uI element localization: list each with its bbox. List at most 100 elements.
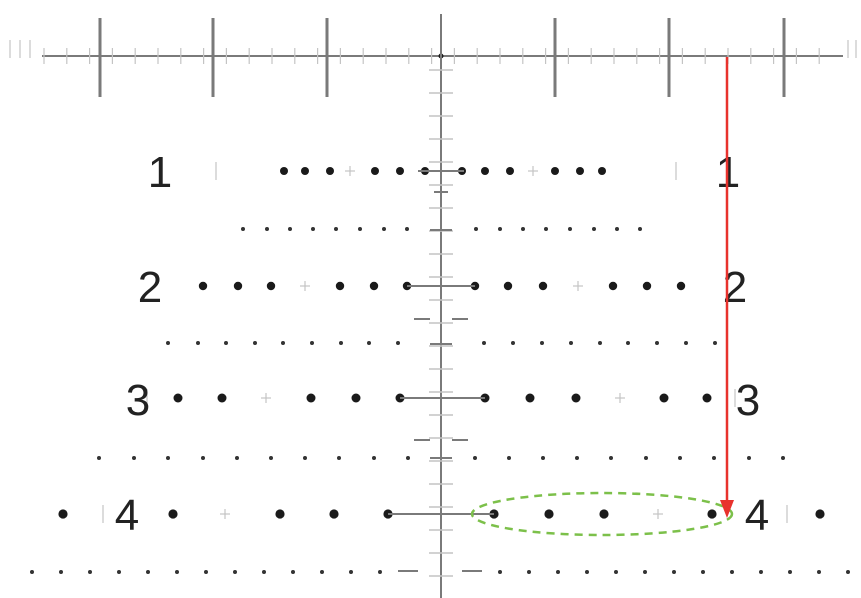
row-1-dot <box>280 167 288 175</box>
row-2-dot <box>608 281 618 291</box>
small-dot <box>97 456 101 460</box>
small-dot <box>507 456 511 460</box>
small-dot <box>540 341 544 345</box>
row-2-dot <box>335 281 345 291</box>
small-dot <box>781 456 785 460</box>
small-dot <box>592 227 596 231</box>
highlight-ellipse <box>470 491 734 537</box>
small-dot <box>358 227 362 231</box>
row-2-left-label: 2 <box>138 263 162 312</box>
small-dot <box>253 341 257 345</box>
row-2-dot <box>266 281 276 291</box>
small-dot <box>303 456 307 460</box>
small-dot <box>320 570 324 574</box>
row-1-dot <box>326 167 334 175</box>
row-4-dot <box>168 509 178 519</box>
small-dot <box>166 456 170 460</box>
small-dot <box>88 570 92 574</box>
small-dot <box>372 456 376 460</box>
row-4-dot <box>707 509 717 519</box>
small-dot <box>132 456 136 460</box>
drop-arrow-head <box>720 500 734 518</box>
small-dot <box>713 341 717 345</box>
small-dot <box>638 227 642 231</box>
small-dot <box>684 341 688 345</box>
row-3-dot <box>306 393 316 403</box>
small-dot <box>474 227 478 231</box>
small-dot <box>405 227 409 231</box>
small-dot <box>382 227 386 231</box>
small-dot <box>337 456 341 460</box>
row-4-dot <box>815 509 825 519</box>
row-3-dot <box>571 393 581 403</box>
row-3-dot <box>702 393 712 403</box>
small-dot <box>568 227 572 231</box>
small-dot <box>614 570 618 574</box>
small-dot <box>291 570 295 574</box>
small-dot <box>609 456 613 460</box>
row-4-left-label: 4 <box>115 491 139 540</box>
row-2-dot <box>642 281 652 291</box>
small-dot <box>201 456 205 460</box>
small-dot <box>569 341 573 345</box>
row-4-right-label: 4 <box>745 491 769 540</box>
small-dot <box>575 456 579 460</box>
small-dot <box>498 227 502 231</box>
small-dot <box>396 341 400 345</box>
row-1-dot <box>598 167 606 175</box>
small-dot <box>334 227 338 231</box>
row-4-dot <box>599 509 609 519</box>
row-2-dot <box>233 281 243 291</box>
small-dot <box>598 341 602 345</box>
small-dot <box>846 570 850 574</box>
row-3-left-label: 3 <box>126 376 150 425</box>
vertical-post-ticks <box>398 69 482 577</box>
row-1-dot <box>551 167 559 175</box>
small-dot <box>269 456 273 460</box>
small-dot <box>655 341 659 345</box>
small-dot <box>406 456 410 460</box>
small-dot <box>759 570 763 574</box>
small-dot <box>146 570 150 574</box>
row-1-dot <box>396 167 404 175</box>
row-2-dot <box>198 281 208 291</box>
small-dot <box>59 570 63 574</box>
small-dot <box>615 227 619 231</box>
drop-arrow <box>720 57 734 518</box>
row-4-dot <box>58 509 68 519</box>
small-dot <box>310 341 314 345</box>
row-2-dot <box>503 281 513 291</box>
small-dot <box>233 570 237 574</box>
row-2-dot <box>369 281 379 291</box>
small-dot <box>196 341 200 345</box>
small-dot <box>349 570 353 574</box>
row-2-dot <box>538 281 548 291</box>
row-3-dot <box>659 393 669 403</box>
small-dot <box>204 570 208 574</box>
small-dot <box>281 341 285 345</box>
small-dot <box>712 456 716 460</box>
small-dot <box>367 341 371 345</box>
row-4-dot <box>329 509 339 519</box>
small-dot <box>288 227 292 231</box>
small-dot <box>511 341 515 345</box>
row-1-dot <box>481 167 489 175</box>
row-1-dot <box>371 167 379 175</box>
small-dot <box>117 570 121 574</box>
small-dot <box>378 570 382 574</box>
small-dot <box>626 341 630 345</box>
small-dot <box>482 341 486 345</box>
row-3-right-label: 3 <box>736 376 760 425</box>
row-4-dot <box>275 509 285 519</box>
small-dot <box>701 570 705 574</box>
small-dot <box>541 456 545 460</box>
vertical-post <box>398 14 482 598</box>
holdover-rows <box>30 162 850 574</box>
row-4-dot <box>544 509 554 519</box>
small-dot <box>678 456 682 460</box>
small-dot <box>166 341 170 345</box>
small-dot <box>556 570 560 574</box>
top-scale <box>9 14 857 97</box>
small-dot <box>175 570 179 574</box>
